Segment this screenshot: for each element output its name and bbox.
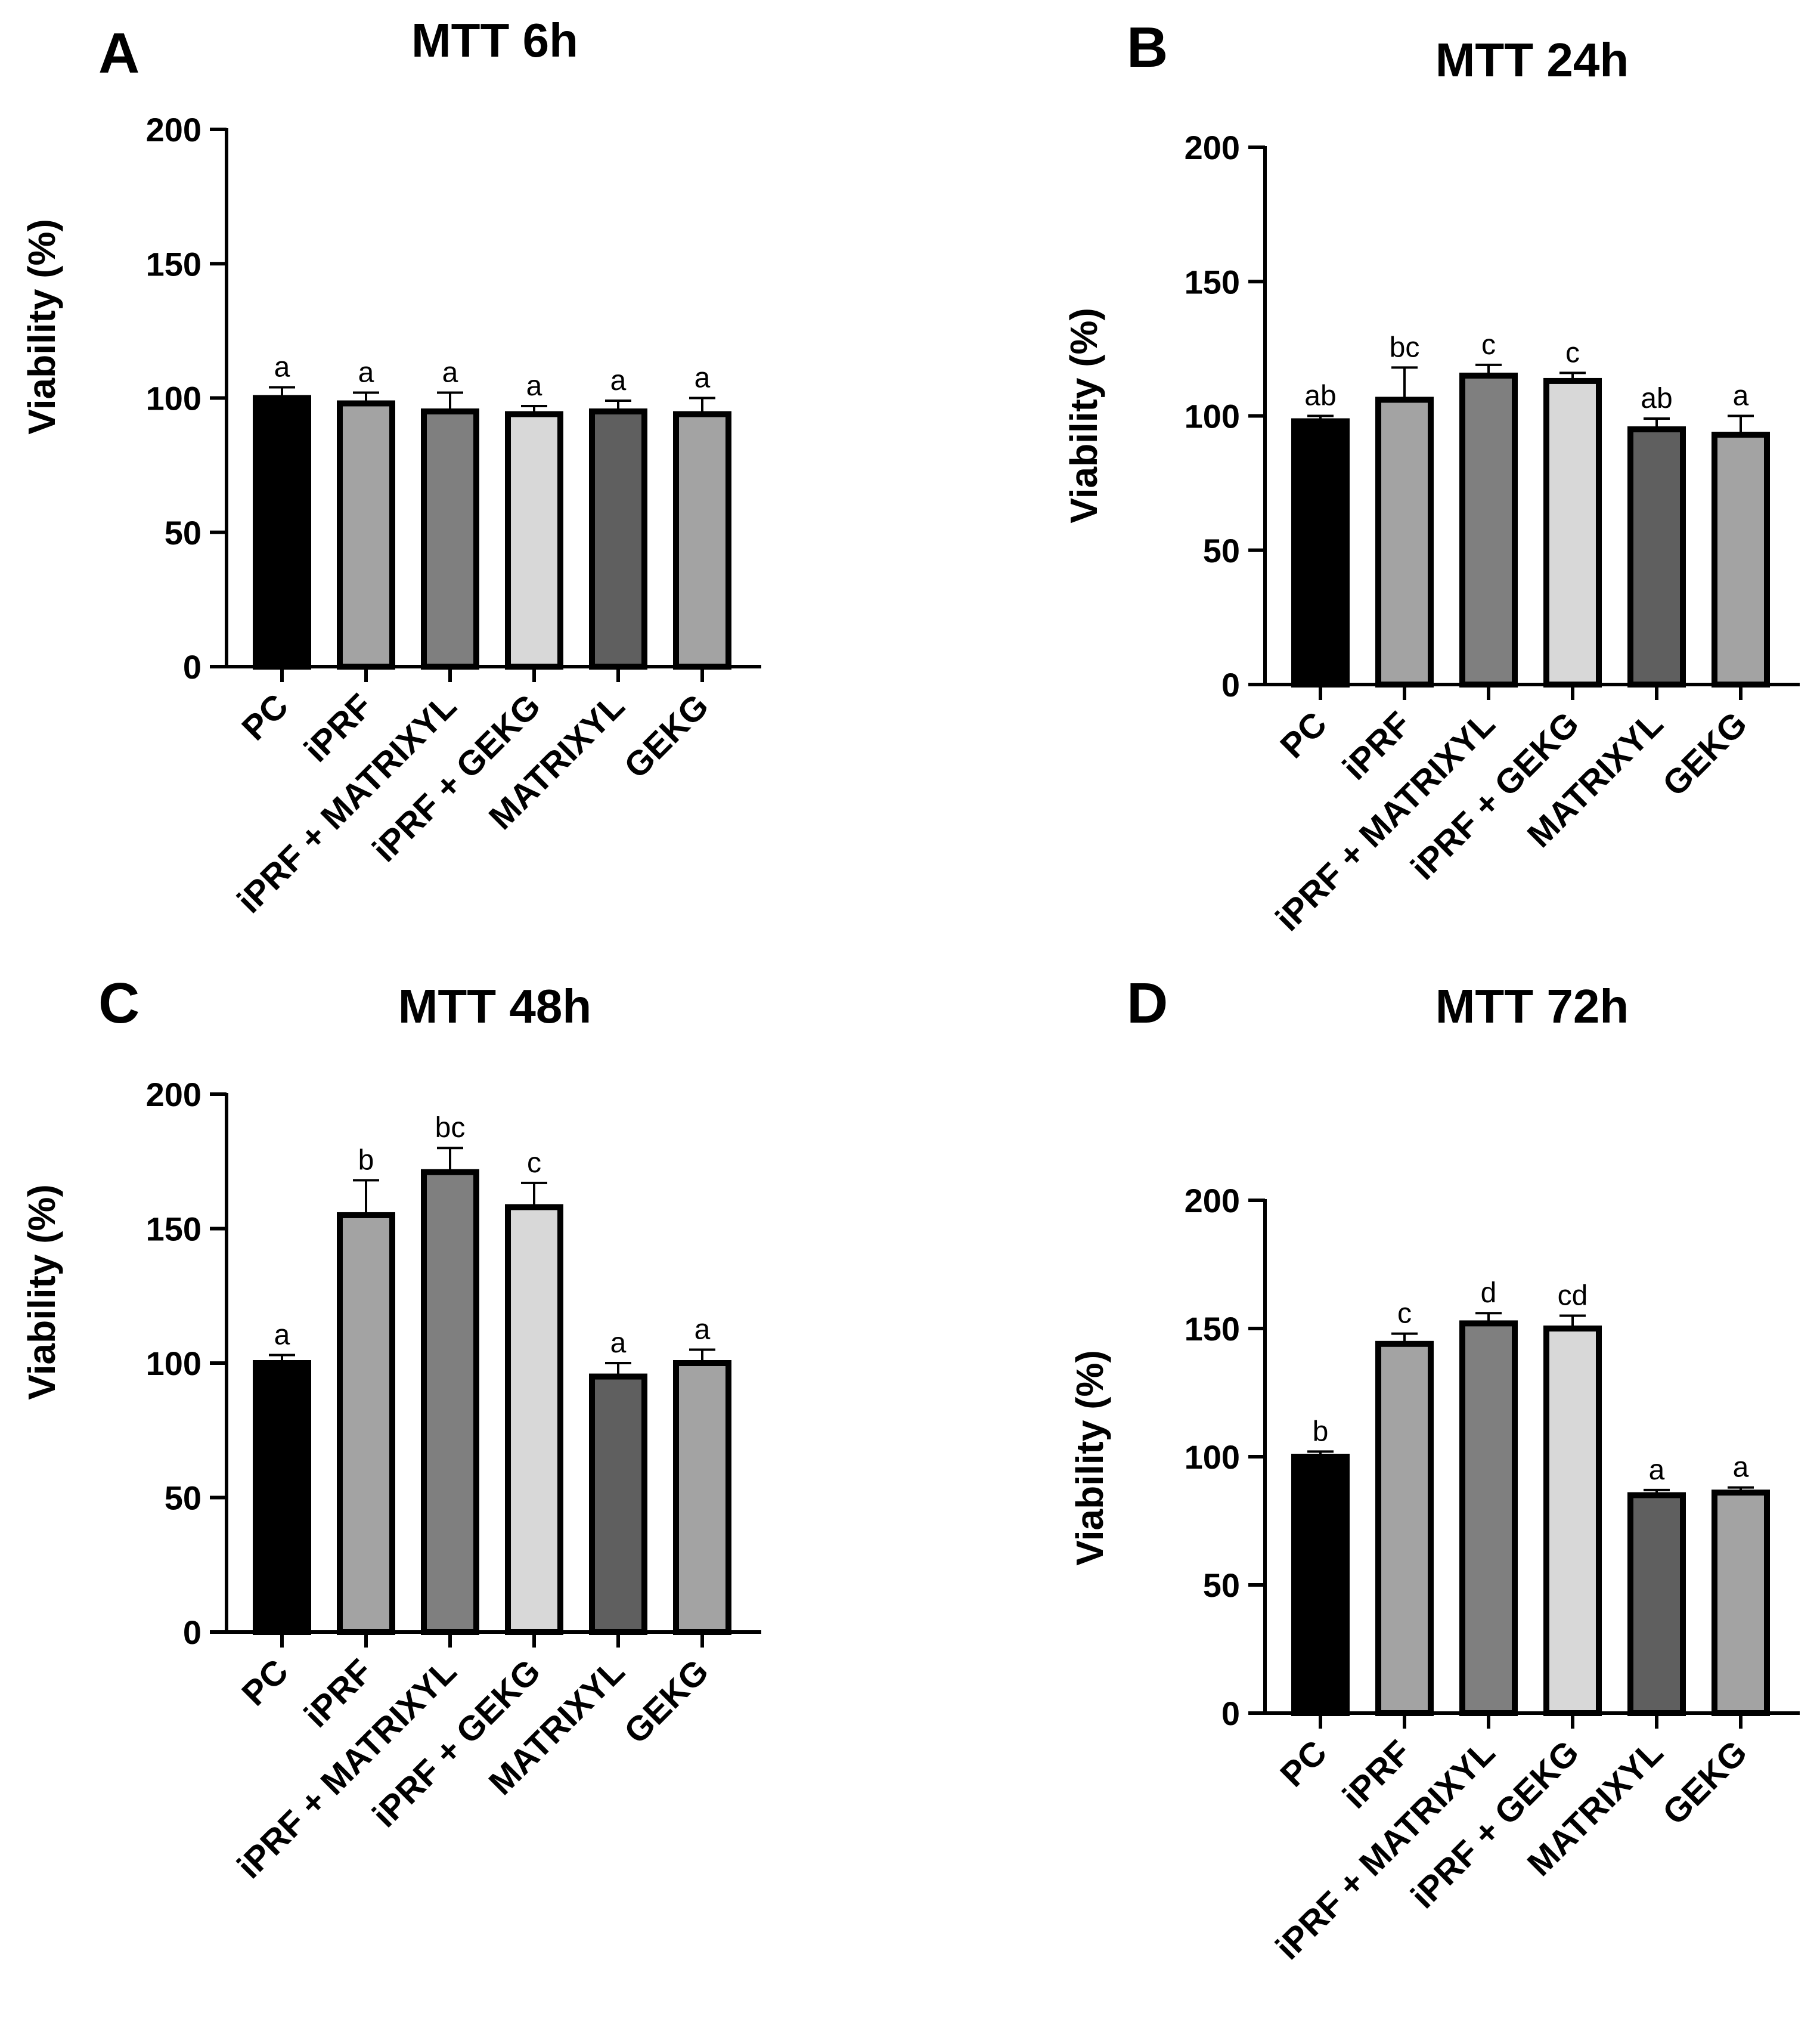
y-tick-label-c-50: 50 [165,1479,201,1517]
sig-label-d-4: a [1649,1454,1665,1486]
bar-c-1 [337,1212,395,1635]
sig-label-a-3: a [526,370,542,402]
sig-label-d-0: b [1313,1416,1329,1447]
bar-b-3 [1543,377,1602,688]
bar-b-4 [1627,426,1686,688]
sig-label-c-5: a [694,1314,711,1345]
sig-label-b-5: a [1733,380,1749,412]
category-label-c-5: GEKG [616,1652,716,1751]
sig-label-c-4: a [610,1327,627,1359]
y-tick-label-d-200: 200 [1185,1182,1240,1219]
panel-letter-b: B [1127,16,1168,79]
panel-c: C MTT 48h Viability (%) 0 50 100 150 200 a PC b… [20,971,761,1886]
y-tick-label-b-200: 200 [1185,129,1240,166]
bar-a-5 [673,411,731,670]
sig-label-a-1: a [358,357,374,388]
bar-b-1 [1375,397,1434,688]
panel-letter-a: A [98,21,139,85]
bar-c-0 [253,1360,311,1635]
y-tick-label-c-200: 200 [146,1076,201,1113]
bar-a-0 [253,395,311,670]
panel-title-c: MTT 48h [398,980,591,1033]
bar-d-5 [1712,1490,1770,1716]
sig-label-c-2: bc [435,1112,466,1144]
bar-c-3 [505,1204,563,1636]
bar-d-0 [1291,1454,1350,1716]
bar-c-4 [589,1373,647,1636]
bar-d-3 [1543,1326,1602,1716]
panel-letter-d: D [1127,971,1168,1035]
sig-label-a-4: a [610,365,627,397]
sig-label-b-2: c [1481,329,1496,361]
sig-label-d-2: d [1481,1277,1497,1309]
y-tick-label-a-200: 200 [146,111,201,148]
category-label-b-5: GEKG [1655,704,1754,804]
y-tick-label-d-50: 50 [1203,1566,1240,1604]
panel-letter-c: C [98,971,139,1035]
sig-label-a-2: a [442,357,458,388]
y-tick-label-b-150: 150 [1185,263,1240,301]
bar-b-2 [1459,372,1518,688]
bar-d-2 [1459,1320,1518,1716]
y-tick-label-d-150: 150 [1185,1310,1240,1348]
panel-b: B MTT 24h Viability (%) 0 50 100 150 200 ab PC… [1062,16,1800,939]
y-axis-label-a: Viability (%) [20,219,63,435]
category-label-c-0: PC [234,1652,296,1713]
y-axis-label-c: Viability (%) [20,1184,63,1400]
bar-a-1 [337,400,395,670]
category-label-a-0: PC [234,686,296,748]
bar-a-2 [421,408,479,670]
bar-b-5 [1712,432,1770,688]
sig-label-b-1: bc [1390,332,1420,363]
y-tick-label-b-0: 0 [1221,666,1240,704]
y-tick-label-b-50: 50 [1203,532,1240,569]
bar-d-4 [1627,1492,1686,1716]
y-tick-label-c-0: 0 [183,1614,201,1651]
sig-label-d-1: c [1397,1298,1412,1330]
sig-label-a-0: a [274,351,290,383]
bar-d-1 [1375,1340,1434,1717]
y-tick-label-d-100: 100 [1185,1438,1240,1476]
bar-a-3 [505,411,563,670]
panel-title-a: MTT 6h [411,14,578,67]
sig-label-b-3: c [1565,337,1580,369]
bar-c-2 [421,1169,479,1636]
y-tick-label-c-100: 100 [146,1345,201,1382]
y-tick-label-d-0: 0 [1221,1695,1240,1732]
sig-label-b-0: ab [1304,380,1336,412]
sig-label-c-3: c [527,1147,541,1179]
panel-title-d: MTT 72h [1435,980,1629,1033]
category-label-b-0: PC [1273,704,1334,766]
category-label-a-5: GEKG [616,686,716,786]
y-tick-label-a-100: 100 [146,380,201,417]
y-axis-label-d: Viability (%) [1068,1350,1111,1566]
category-label-d-5: GEKG [1655,1733,1754,1832]
y-axis-label-b: Viability (%) [1062,308,1105,524]
sig-label-a-5: a [694,363,711,394]
panel-title-b: MTT 24h [1435,33,1629,86]
sig-label-d-3: cd [1558,1280,1588,1312]
y-tick-label-a-0: 0 [183,648,201,686]
bar-c-5 [673,1360,731,1635]
sig-label-b-4: ab [1641,383,1672,414]
bar-a-4 [589,408,647,670]
sig-label-c-0: a [274,1319,290,1351]
panel-d: D MTT 72h Viability (%) 0 50 100 150 200 b PC c… [1068,971,1800,1967]
sig-label-d-5: a [1733,1452,1749,1484]
sig-label-c-1: b [358,1144,374,1176]
y-tick-label-c-150: 150 [146,1210,201,1248]
y-tick-label-a-50: 50 [165,514,201,552]
bar-b-0 [1291,418,1350,688]
y-tick-label-a-150: 150 [146,245,201,283]
panel-a: A MTT 6h Viability (%) 050100150200aPCai… [20,14,761,921]
category-label-d-0: PC [1273,1733,1334,1794]
y-tick-label-b-100: 100 [1185,398,1240,435]
